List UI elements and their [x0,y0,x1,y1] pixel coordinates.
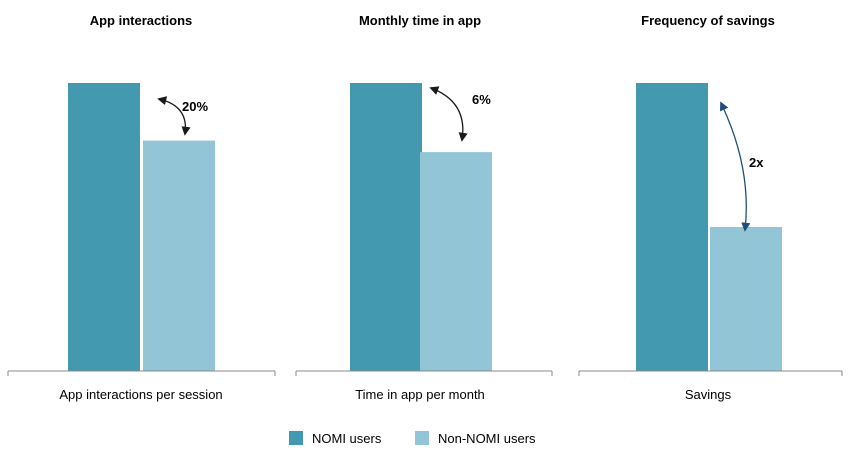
annotation-arrow [157,96,191,136]
annotation-label: 2x [749,155,764,170]
panel-title: App interactions [90,13,193,28]
legend-swatch-nomi [289,431,303,445]
bar-nomi-users [636,83,708,371]
chart-panel-frequency-savings: Frequency of savings Savings 2x [578,13,843,402]
legend-label-nomi: NOMI users [312,431,382,446]
bar-nomi-users [350,83,422,371]
legend-swatch-non-nomi [415,431,429,445]
annotation-arrow [429,86,468,142]
bar-nomi-users [68,83,140,371]
legend-label-non-nomi: Non-NOMI users [438,431,536,446]
x-axis-category-label: Time in app per month [355,387,485,402]
x-axis-category-label: Savings [685,387,732,402]
annotation-label: 20% [182,99,208,114]
bar-non-nomi-users [420,152,492,371]
annotation-label: 6% [472,92,491,107]
chart-panel-monthly-time: Monthly time in app Time in app per mont… [295,13,553,402]
annotation-arrow [720,101,751,232]
x-axis-category-label: App interactions per session [59,387,222,402]
panel-title: Monthly time in app [359,13,481,28]
panel-title: Frequency of savings [641,13,775,28]
legend: NOMI users Non-NOMI users [289,431,536,446]
bar-non-nomi-users [710,227,782,371]
chart-panel-app-interactions: App interactions App interactions per se… [7,13,276,402]
bar-non-nomi-users [143,140,215,371]
